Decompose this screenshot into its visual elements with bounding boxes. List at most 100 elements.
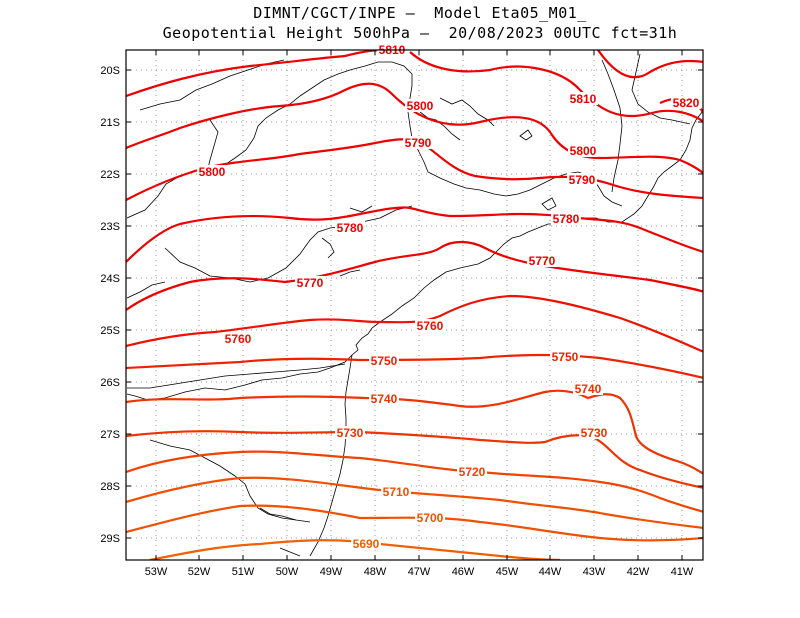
river-lake-4 [321,237,335,259]
lon-label: 42W [627,566,650,578]
chart-title-line2: Geopotential Height 500hPa – 20/08/2023 … [162,24,678,42]
map-frame [125,49,704,561]
contour-label-bg [527,254,557,267]
coastline-south [309,354,353,557]
contour-label: 5710 [383,485,410,499]
longitude-labels: 53W 52W 51W 50W 49W 48W 47W 46W 45W 44W 43W 42W 41W [145,566,694,578]
lon-label: 46W [452,566,475,578]
contour-label-bg [295,276,325,289]
lon-label: 47W [408,566,431,578]
state-border-rs [149,439,297,521]
state-border-pr-sp [164,205,413,283]
latitude-labels: 20S 21S 22S 23S 24S 25S 26S 27S 28S 29S [100,65,120,545]
lat-label: 26S [100,377,120,389]
contour-5710 [126,476,703,529]
contour-label-bg [351,537,381,550]
contour-label-bg [579,426,609,439]
contour-label: 5790 [569,173,596,187]
lat-label: 22S [100,169,120,181]
state-border-mg-es [601,59,623,193]
river-lake-5 [339,269,361,277]
contour-label-bg [403,136,433,149]
contour-5800-west [126,82,703,175]
lat-label: 20S [100,65,120,77]
contour-5730 [126,430,703,489]
island-2 [541,197,557,211]
contour-label-bg [550,350,580,363]
axis-ticks [126,50,703,560]
contour-label-bg [457,465,487,478]
state-border-sp-mg [209,61,623,207]
contour-label-bg [223,332,253,345]
contour-label-bg [405,99,435,112]
contour-label-bg [415,511,445,524]
coastline [126,111,703,401]
contour-label: 5750 [371,354,398,368]
contour-label: 5740 [371,392,398,406]
contour-label: 5800 [570,144,597,158]
contour-label: 5730 [581,426,608,440]
contour-label-bg [415,319,445,332]
contour-labels: 5820581058105800580058005790579057805780… [197,43,701,551]
contour-5740 [126,389,703,475]
contour-5770 [126,240,703,311]
contour-label: 5730 [337,426,364,440]
gridlines [126,50,703,560]
contour-label-bg [381,485,411,498]
contour-label: 5700 [417,511,444,525]
lon-label: 53W [145,566,168,578]
lon-label: 44W [539,566,562,578]
contour-5720 [126,450,703,513]
lon-label: 41W [671,566,694,578]
lat-label: 23S [100,221,120,233]
contour-label: 5760 [417,319,444,333]
contour-label-bg [567,173,597,186]
contour-label: 5800 [407,99,434,113]
lat-label: 25S [100,325,120,337]
contour-label: 5760 [225,332,252,346]
lat-label: 21S [100,117,120,129]
contour-5810-west [126,50,385,98]
contour-label: 5690 [353,537,380,551]
contour-label-bg [568,144,598,157]
contour-label: 5770 [529,254,556,268]
lon-label: 48W [364,566,387,578]
chart-title-line1: DIMNT/CGCT/INPE – Model Eta05_M01_ [253,4,587,22]
lon-label: 52W [188,566,211,578]
river-lake-3 [349,205,373,213]
lon-label: 51W [232,566,255,578]
contour-5810-north [597,50,703,79]
contour-label: 5820 [673,96,700,110]
contour-label: 5740 [575,382,602,396]
contour-label-bg [671,96,701,109]
contour-label-bg [573,382,603,395]
contour-label-bg [551,212,581,225]
contour-label: 5770 [297,276,324,290]
lon-label: 45W [496,566,519,578]
contour-label-bg [335,221,365,234]
contour-label-bg [369,354,399,367]
contour-label: 5800 [199,165,226,179]
contour-label: 5780 [337,221,364,235]
state-border-sc-pr [127,363,346,389]
contour-label: 5750 [552,350,579,364]
lat-label: 28S [100,481,120,493]
state-border-ms [126,281,166,299]
lon-label: 50W [276,566,299,578]
contour-label-bg [335,426,365,439]
contour-label-bg [568,92,598,105]
contour-label: 5780 [553,212,580,226]
state-border-sc-rs [259,507,311,523]
contour-5780 [126,206,703,263]
lat-label: 24S [100,273,120,285]
contour-lines [126,50,703,560]
contour-label: 5720 [459,465,486,479]
contour-5760 [126,294,703,353]
lat-label: 29S [100,533,120,545]
island-1 [519,129,533,141]
contour-5750 [126,353,703,379]
lat-label: 27S [100,429,120,441]
contour-label: 5790 [405,136,432,150]
state-border-ba [631,53,691,125]
